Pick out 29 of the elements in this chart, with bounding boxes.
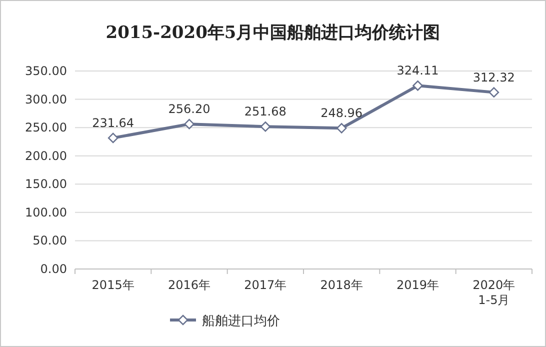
data-label: 256.20 [168,102,210,116]
legend-label: 船舶进口均价 [202,314,280,329]
point [108,132,118,144]
data-label: 231.64 [92,116,134,130]
x-tick-label: 2020年1-5月 [472,278,516,307]
y-tick-label: 300.00 [25,92,67,106]
chart-title: 2015-2020年5月中国船舶进口均价统计图 [106,23,440,43]
data-label: 251.68 [244,104,286,119]
y-tick-label: 200.00 [25,148,67,163]
point [184,118,194,130]
data-label: 312.32 [472,70,515,84]
point [488,87,500,98]
y-tick-label: 100.00 [25,205,67,220]
x-tick-label: 2015年 [92,278,134,292]
point [260,121,271,132]
data-label: 324.11 [396,64,439,78]
y-tick-label: 250.00 [25,120,67,135]
x-tick-label: 2016年 [168,278,211,292]
x-tick-label: 2018年 [320,278,363,292]
legend: 船舶进口均价 [170,314,280,329]
y-tick-label: 350.00 [25,64,67,78]
x-tick-label: 2017年 [244,278,287,292]
point [336,123,347,134]
data-label: 248.96 [320,106,363,120]
y-tick-label: 0.00 [40,262,67,276]
point [412,80,423,91]
y-tick-label: 50.00 [32,234,67,248]
x-tick-label: 2019年 [396,278,440,292]
y-tick-label: 150.00 [25,177,67,192]
